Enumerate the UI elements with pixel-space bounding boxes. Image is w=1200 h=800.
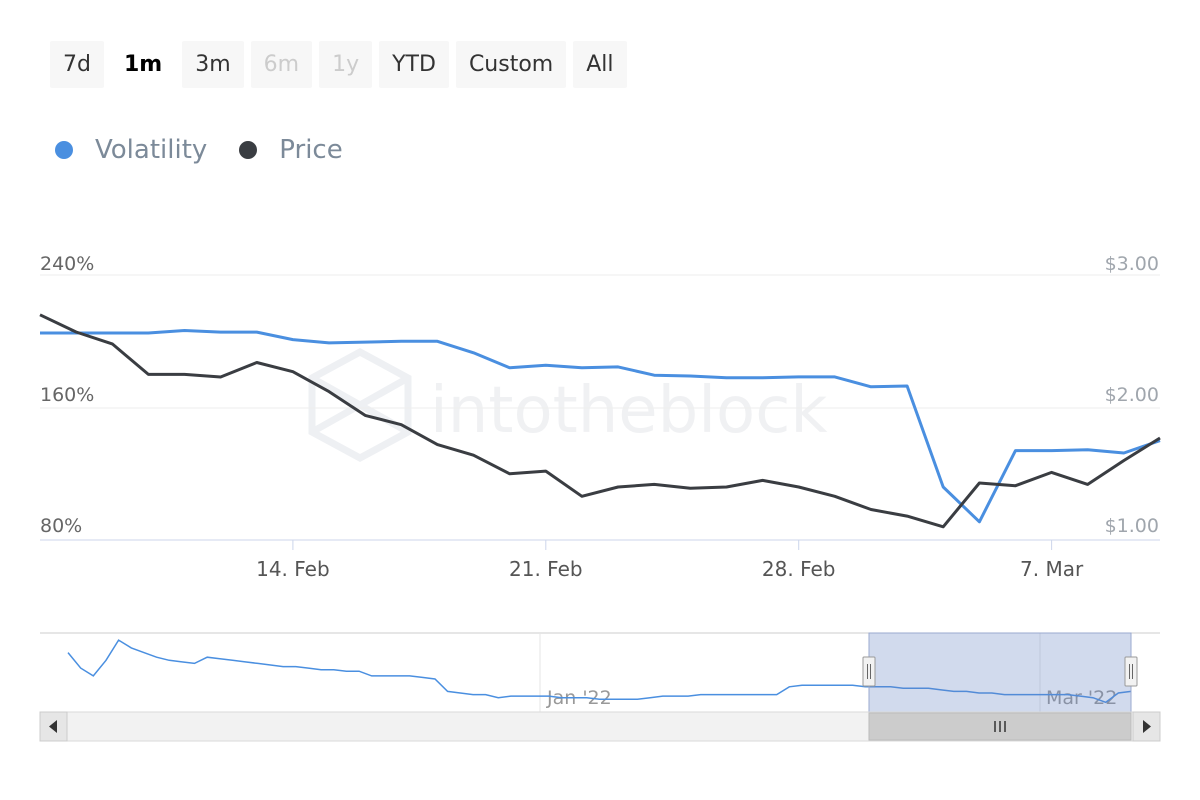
range-7d-button[interactable]: 7d	[50, 41, 104, 88]
grid-lines	[40, 274, 1160, 541]
y-axis-right: $3.00 $2.00 $1.00	[1105, 253, 1159, 537]
navigator-label-mar: Mar '22	[1046, 687, 1117, 709]
x-tick-label: 7. Mar	[1020, 557, 1084, 581]
navigator-series-line	[67, 639, 1132, 704]
legend-item-volatility[interactable]: Volatility	[55, 135, 207, 165]
legend-item-price[interactable]: Price	[239, 135, 343, 165]
arrow-right-icon	[1143, 720, 1151, 733]
y-left-tick-label: 80%	[40, 515, 82, 537]
y-left-tick-label: 160%	[40, 384, 94, 406]
x-tick-label: 28. Feb	[762, 557, 836, 581]
range-6m-button: 6m	[250, 41, 313, 88]
watermark: intotheblock	[308, 348, 827, 462]
range-selector: 7d 1m 3m 6m 1y YTD Custom All	[50, 41, 634, 88]
legend-volatility-label: Volatility	[95, 135, 208, 165]
y-right-tick-label: $2.00	[1105, 384, 1159, 406]
scrollbar	[39, 711, 1161, 742]
range-custom-button[interactable]: Custom	[455, 41, 567, 88]
navigator-right-handle[interactable]	[1124, 656, 1138, 687]
y-right-tick-label: $3.00	[1105, 253, 1159, 275]
legend-price-marker	[239, 141, 258, 159]
y-right-tick-label: $1.00	[1105, 515, 1159, 537]
x-tick-label: 21. Feb	[509, 557, 583, 581]
x-tick-label: 14. Feb	[256, 557, 330, 581]
navigator-right-handle-box[interactable]	[1124, 656, 1138, 687]
series-line-price[interactable]	[39, 313, 1161, 529]
chart-legend: Volatility Price	[55, 135, 375, 165]
x-axis: 14. Feb 21. Feb 28. Feb 7. Mar	[256, 540, 1084, 581]
range-all-button[interactable]: All	[573, 41, 627, 88]
y-left-tick-label: 240%	[40, 253, 94, 275]
series-line-volatility[interactable]	[40, 329, 1161, 524]
navigator-selection[interactable]	[868, 632, 1132, 713]
navigator-left-handle-box[interactable]	[862, 656, 876, 687]
watermark-logo-icon	[308, 348, 412, 462]
scrollbar-grip-icon	[994, 721, 1006, 732]
watermark-text: intotheblock	[430, 374, 827, 448]
arrow-left-icon	[49, 720, 57, 733]
range-1m-button[interactable]: 1m	[110, 41, 176, 88]
range-ytd-button[interactable]: YTD	[379, 41, 449, 88]
range-3m-button[interactable]: 3m	[182, 41, 244, 88]
legend-price-label: Price	[279, 135, 343, 165]
y-axis-left: 240% 160% 80%	[40, 253, 94, 537]
range-1y-button: 1y	[319, 41, 373, 88]
series-layer	[39, 313, 1161, 529]
scrollbar-left-button[interactable]	[39, 711, 68, 742]
legend-volatility-marker	[55, 141, 73, 159]
navigator: Jan '22 Mar '22	[40, 632, 1160, 713]
navigator-left-handle[interactable]	[862, 656, 876, 687]
